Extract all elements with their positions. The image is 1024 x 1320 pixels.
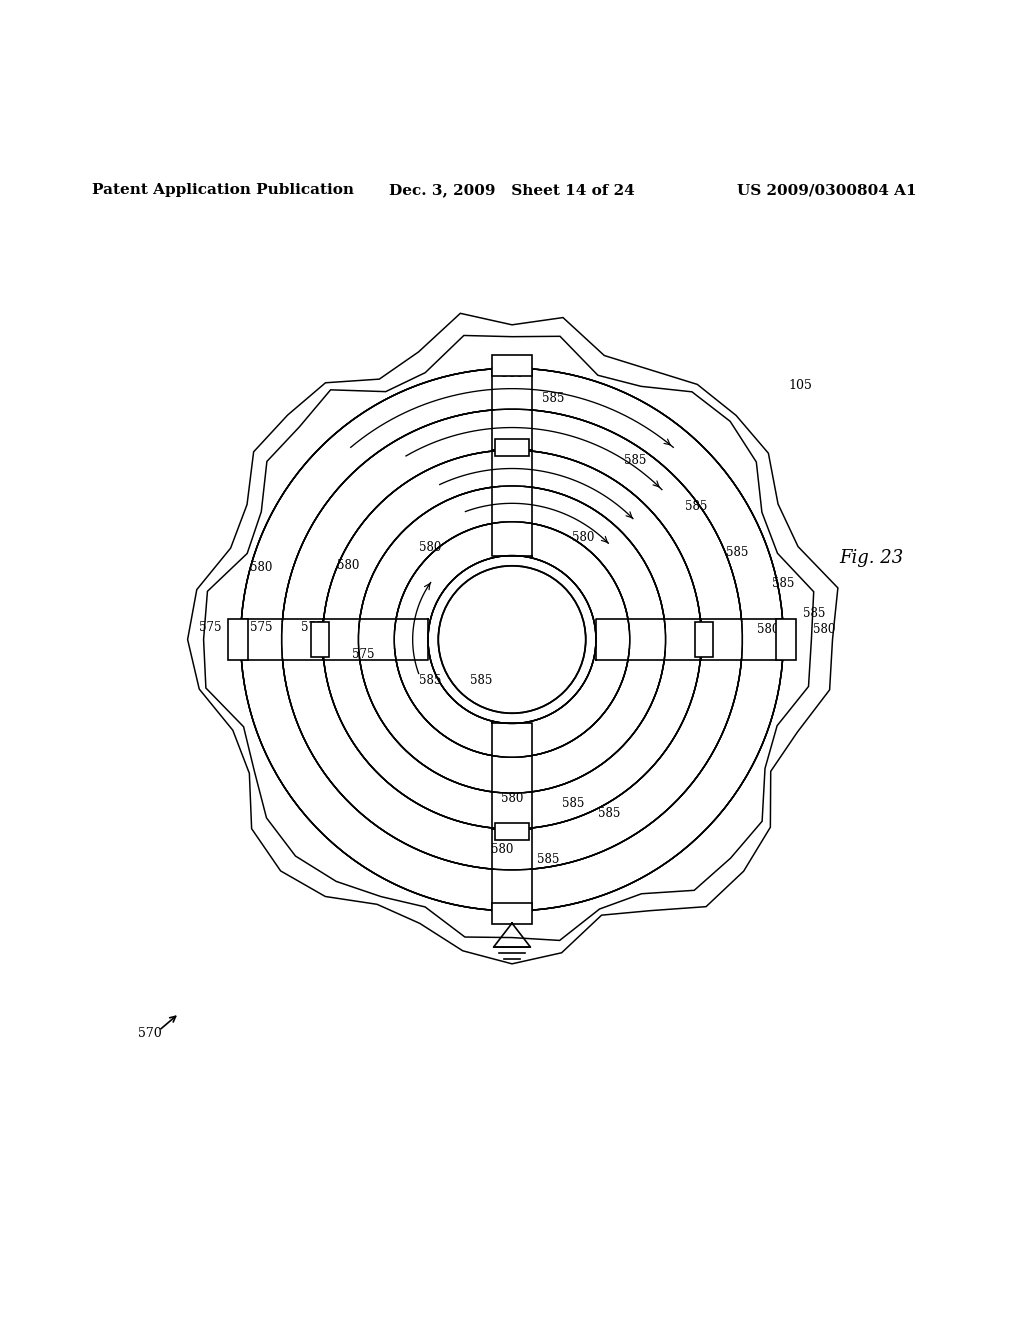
Polygon shape [492,355,532,376]
Text: 585: 585 [419,675,441,686]
Text: 585: 585 [726,546,749,558]
Text: 580: 580 [501,367,523,380]
Text: 580: 580 [501,792,523,805]
Text: 575: 575 [199,620,221,634]
Text: 580: 580 [813,623,836,636]
Text: 575: 575 [250,620,272,634]
Text: 585: 585 [562,797,585,810]
Polygon shape [227,619,248,660]
Text: 580: 580 [419,541,441,554]
Text: 585: 585 [772,577,795,590]
Text: Patent Application Publication: Patent Application Publication [92,183,354,197]
Polygon shape [495,438,529,457]
Text: 585: 585 [803,607,825,620]
Polygon shape [241,619,323,660]
Text: 575: 575 [301,620,324,634]
Text: 575: 575 [352,648,375,661]
Text: Fig. 23: Fig. 23 [840,549,904,566]
Text: 580: 580 [757,623,779,636]
Text: 585: 585 [470,675,493,686]
Polygon shape [492,829,532,911]
Polygon shape [776,619,797,660]
Polygon shape [492,368,532,450]
Text: 585: 585 [537,853,559,866]
Text: 580: 580 [250,561,272,574]
Text: 580: 580 [337,560,359,573]
Text: 580: 580 [572,531,595,544]
Polygon shape [695,622,713,657]
Text: 585: 585 [685,500,708,513]
Polygon shape [311,622,329,657]
Text: 585: 585 [542,392,564,405]
Polygon shape [596,619,701,660]
Polygon shape [323,619,428,660]
Text: US 2009/0300804 A1: US 2009/0300804 A1 [737,183,916,197]
Text: 580: 580 [490,843,513,855]
Polygon shape [492,903,532,924]
Polygon shape [492,450,532,556]
Text: 585: 585 [598,807,621,820]
Polygon shape [495,822,529,841]
Text: 570: 570 [138,1027,162,1040]
Text: 585: 585 [624,454,646,467]
Text: 105: 105 [788,379,812,392]
Text: Dec. 3, 2009   Sheet 14 of 24: Dec. 3, 2009 Sheet 14 of 24 [389,183,635,197]
Polygon shape [492,723,532,829]
Polygon shape [701,619,783,660]
